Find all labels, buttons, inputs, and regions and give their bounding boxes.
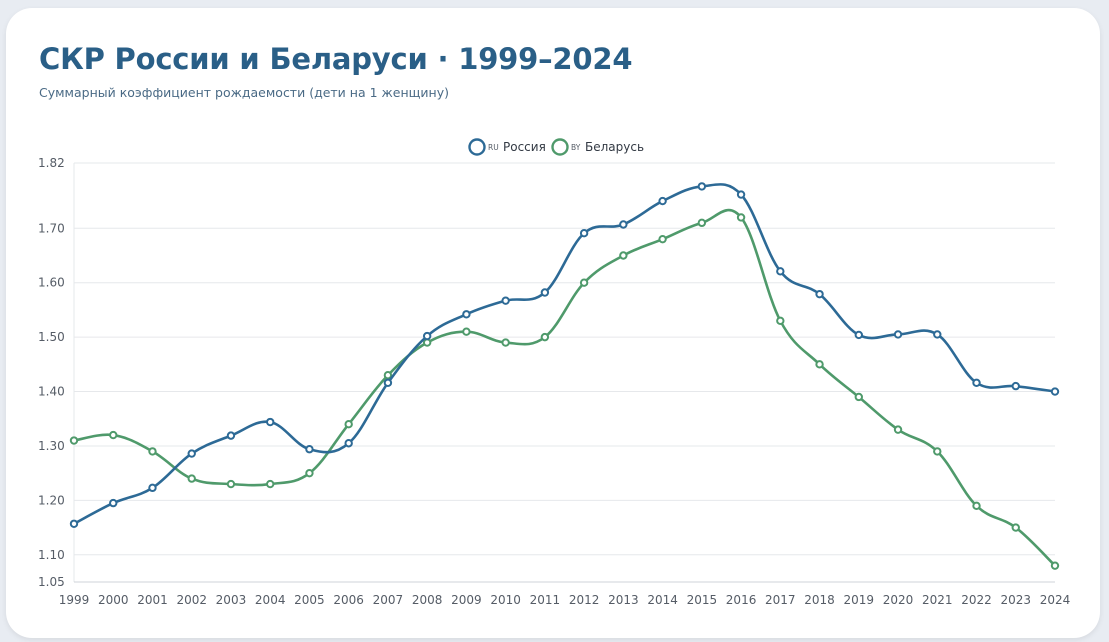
legend-code-by: BY [571, 143, 581, 152]
data-point-by [1050, 561, 1060, 570]
data-point-by [383, 371, 393, 380]
x-tick-label: 2015 [687, 593, 718, 607]
data-point-by [422, 338, 432, 347]
legend-label-ru: Россия [503, 140, 546, 154]
data-point-by [187, 474, 196, 483]
y-tick-label: 1.30 [38, 439, 65, 453]
x-tick-label: 2002 [176, 593, 207, 607]
x-tick-label: 2008 [412, 593, 443, 607]
legend: RU Россия BY Беларусь [468, 138, 644, 156]
data-point-by [619, 251, 628, 260]
data-point-ru [776, 267, 785, 276]
page-subtitle: Суммарный коэффициент рождаемости (дети … [39, 85, 449, 100]
page-title: СКР России и Беларуси · 1999–2024 [39, 42, 633, 76]
series-line-ru [72, 183, 1057, 526]
data-point-by [69, 436, 79, 445]
y-tick-label: 1.50 [38, 330, 65, 344]
y-tick-label: 1.20 [38, 493, 65, 507]
data-point-ru [422, 331, 432, 341]
x-tick-label: 2019 [844, 593, 875, 607]
x-tick-label: 2000 [98, 593, 129, 607]
data-point-by [579, 278, 589, 287]
x-tick-label: 2021 [922, 593, 953, 607]
data-point-by [148, 447, 157, 456]
data-point-ru [109, 498, 118, 508]
data-point-ru [658, 196, 667, 206]
x-tick-label: 2007 [373, 593, 404, 607]
data-point-by [305, 468, 314, 478]
x-tick-label: 2017 [765, 593, 796, 607]
data-point-ru [501, 296, 510, 305]
x-tick-label: 2022 [961, 593, 992, 607]
x-tick-label: 2013 [608, 593, 639, 607]
x-tick-label: 2014 [647, 593, 678, 607]
x-tick-label: 2020 [883, 593, 914, 607]
x-tick-label: 2003 [216, 593, 247, 607]
y-tick-label: 1.40 [38, 385, 65, 399]
data-point-ru [187, 449, 196, 458]
data-point-ru [1050, 387, 1060, 396]
data-point-by [540, 332, 550, 342]
x-tick-label: 2016 [726, 593, 757, 607]
data-point-ru [69, 519, 79, 528]
legend-marker-by [551, 138, 569, 156]
x-tick-label: 2001 [137, 593, 168, 607]
data-point-by [854, 392, 863, 402]
data-point-ru [462, 310, 471, 319]
x-tick-label: 2012 [569, 593, 600, 607]
data-point-ru [972, 378, 981, 388]
data-point-by [697, 218, 707, 228]
data-point-ru [736, 190, 746, 199]
x-tick-label: 2004 [255, 593, 286, 607]
data-point-by [1011, 523, 1020, 532]
data-point-ru [148, 483, 157, 493]
data-point-by [501, 338, 510, 347]
data-point-ru [266, 417, 275, 427]
y-tick-label: 1.05 [38, 575, 65, 589]
data-point-ru [579, 228, 589, 238]
x-tick-label: 2011 [530, 593, 561, 607]
data-point-by [776, 316, 785, 326]
data-point-by [462, 327, 471, 336]
data-point-by [658, 234, 667, 244]
data-point-ru [933, 330, 942, 339]
data-point-ru [854, 330, 863, 340]
data-point-by [893, 425, 903, 434]
x-tick-label: 2005 [294, 593, 325, 607]
data-point-ru [226, 431, 236, 440]
data-point-ru [1011, 381, 1020, 391]
x-tick-label: 2023 [1000, 593, 1031, 607]
data-point-by [972, 501, 981, 511]
legend-code-ru: RU [488, 143, 499, 152]
y-tick-label: 1.10 [38, 548, 65, 562]
data-point-by [736, 213, 746, 222]
data-point-by [815, 360, 824, 369]
x-tick-label: 2010 [490, 593, 521, 607]
y-tick-label: 1.70 [38, 221, 65, 235]
data-point-by [109, 430, 118, 440]
data-point-by [226, 479, 236, 489]
data-point-ru [697, 182, 707, 191]
data-point-by [344, 419, 353, 429]
data-point-ru [383, 378, 393, 388]
x-tick-label: 2024 [1040, 593, 1071, 607]
data-point-by [266, 479, 275, 489]
data-point-ru [619, 220, 628, 229]
legend-marker-ru [468, 138, 486, 156]
legend-label-by: Беларусь [585, 140, 644, 154]
x-tick-label: 2009 [451, 593, 482, 607]
data-point-ru [305, 445, 314, 454]
data-point-ru [344, 439, 353, 448]
y-tick-label: 1.60 [38, 276, 65, 290]
data-point-by [933, 447, 942, 456]
x-tick-label: 2018 [804, 593, 835, 607]
x-tick-label: 1999 [59, 593, 90, 607]
data-point-ru [540, 288, 550, 297]
y-tick-label: 1.82 [38, 156, 65, 170]
x-tick-label: 2006 [333, 593, 364, 607]
chart-card: СКР России и Беларуси · 1999–2024 Суммар… [6, 8, 1100, 638]
data-point-ru [893, 330, 903, 339]
data-point-ru [815, 289, 824, 299]
